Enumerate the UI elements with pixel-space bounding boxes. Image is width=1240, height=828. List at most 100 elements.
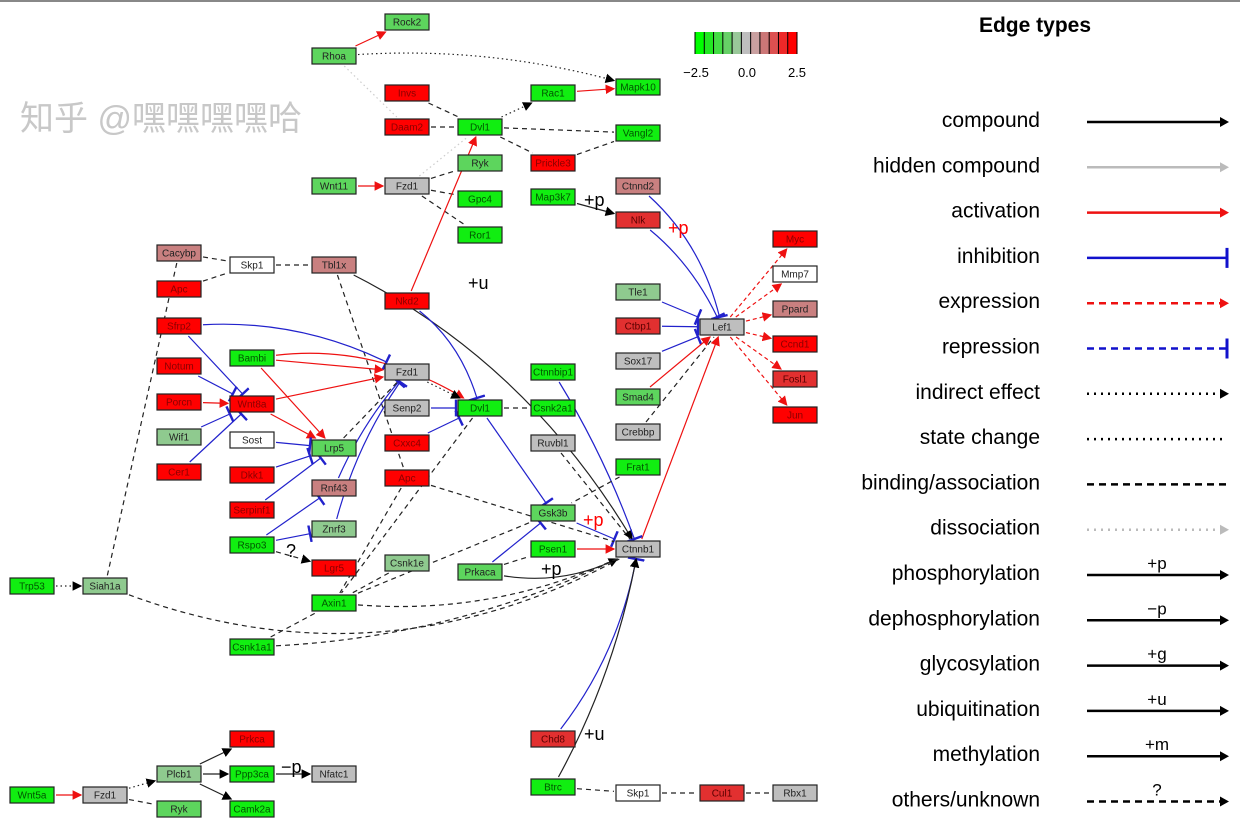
gene-node-label: Porcn — [166, 398, 192, 409]
gene-node[interactable]: Skp1 — [615, 784, 661, 802]
gene-node[interactable]: Wnt8a — [229, 395, 275, 413]
gene-node[interactable]: Mmp7 — [772, 265, 818, 283]
edge-activation — [202, 398, 230, 408]
gene-node[interactable]: Prickle3 — [530, 154, 576, 172]
gene-node[interactable]: Cacybp — [156, 244, 202, 262]
gene-node[interactable]: Tle1 — [615, 283, 661, 301]
gene-node[interactable]: Btrc — [530, 778, 576, 796]
edge-compound — [557, 557, 640, 778]
gene-node[interactable]: Ctbp1 — [615, 317, 661, 335]
gene-node[interactable]: Jun — [772, 406, 818, 424]
gene-node[interactable]: Cxxc4 — [384, 434, 430, 452]
gene-node[interactable]: Fzd1 — [82, 786, 128, 804]
gene-node[interactable]: Smad4 — [615, 388, 661, 406]
gene-node[interactable]: Fosl1 — [772, 370, 818, 388]
gene-node[interactable]: Mapk10 — [615, 78, 661, 96]
gene-node[interactable]: Sfrp2 — [156, 317, 202, 335]
gene-node[interactable]: Ryk — [156, 800, 202, 818]
gene-node[interactable]: Dkk1 — [229, 466, 275, 484]
gene-node[interactable]: Ror1 — [457, 226, 503, 244]
gene-node[interactable]: Crebbp — [615, 423, 661, 441]
gene-node[interactable]: Invs — [384, 84, 430, 102]
gene-node[interactable]: Nfatc1 — [311, 765, 357, 783]
gene-node[interactable]: Fzd1 — [384, 177, 430, 195]
gene-node[interactable]: Sost — [229, 431, 275, 449]
gene-node[interactable]: Senp2 — [384, 399, 430, 417]
gene-node[interactable]: Notum — [156, 357, 202, 375]
gene-node[interactable]: Fzd1 — [384, 363, 430, 381]
gene-node[interactable]: Rbx1 — [772, 784, 818, 802]
gene-node[interactable]: Tbl1x — [311, 256, 357, 274]
gene-node[interactable]: Psen1 — [530, 540, 576, 558]
gene-node[interactable]: Prkca — [229, 730, 275, 748]
gene-node-box — [772, 335, 818, 353]
gene-node[interactable]: Nlk — [615, 211, 661, 229]
gene-node[interactable]: Ppp3ca — [229, 765, 275, 783]
gene-node[interactable]: Ccnd1 — [772, 335, 818, 353]
gene-node-label: Dvl1 — [470, 404, 490, 415]
gene-node[interactable]: Dvl1 — [457, 399, 503, 417]
gene-node[interactable]: Axin1 — [311, 594, 357, 612]
gene-node[interactable]: Nkd2 — [384, 292, 430, 310]
gene-node[interactable]: Apc — [384, 469, 430, 487]
gene-node[interactable]: Csnk1a1 — [229, 638, 275, 656]
gene-node[interactable]: Cul1 — [699, 784, 745, 802]
edge-binding — [430, 169, 457, 180]
legend-label: glycosylation — [920, 653, 1040, 676]
node-layer: Rock2 Rhoa Invs Daam2 Dvl1 Rac1 Mapk10 Vangl2 Pr… — [9, 13, 818, 818]
gene-node[interactable]: Ctnnd2 — [615, 177, 661, 195]
gene-node[interactable]: Camk2a — [229, 800, 275, 818]
gene-node[interactable]: Rock2 — [384, 13, 430, 31]
gene-node[interactable]: Frat1 — [615, 458, 661, 476]
edge-inhibition — [491, 515, 547, 563]
gene-node[interactable]: Daam2 — [384, 118, 430, 136]
gene-node[interactable]: Skp1 — [229, 256, 275, 274]
gene-node[interactable]: Lef1 — [699, 318, 745, 336]
gene-node[interactable]: Rhoa — [311, 47, 357, 65]
scale-swatch — [695, 32, 705, 54]
gene-node[interactable]: Wif1 — [156, 428, 202, 446]
gene-node[interactable]: Rspo3 — [229, 536, 275, 554]
edge-compound — [199, 783, 233, 800]
gene-node[interactable]: Vangl2 — [615, 124, 661, 142]
gene-node[interactable]: Myc — [772, 230, 818, 248]
gene-node-label: Trp53 — [19, 582, 45, 593]
gene-node[interactable]: Siah1a — [82, 577, 128, 595]
edge-binding — [339, 487, 402, 594]
gene-node[interactable]: Ctnnb1 — [615, 540, 661, 558]
gene-node[interactable]: Prkaca — [457, 563, 503, 581]
gene-node[interactable]: Wnt11 — [311, 177, 357, 195]
gene-node[interactable]: Znrf3 — [311, 520, 357, 538]
gene-node-box — [229, 501, 275, 519]
gene-node[interactable]: Ppard — [772, 300, 818, 318]
gene-node[interactable]: Lgr5 — [311, 559, 357, 577]
gene-node[interactable]: Dvl1 — [457, 118, 503, 136]
gene-node[interactable]: Bambi — [229, 349, 275, 367]
legend-mark: −p — [1147, 599, 1166, 618]
gene-node[interactable]: Csnk1e — [384, 554, 430, 572]
gene-node[interactable]: Wnt5a — [9, 786, 55, 804]
gene-node[interactable]: Plcb1 — [156, 765, 202, 783]
gene-node[interactable]: Ruvbl1 — [530, 434, 576, 452]
gene-node[interactable]: Cer1 — [156, 463, 202, 481]
gene-node[interactable]: Lrp5 — [311, 439, 357, 457]
gene-node[interactable]: Ryk — [457, 154, 503, 172]
gene-node[interactable]: Csnk2a1 — [530, 399, 576, 417]
gene-node[interactable]: Trp53 — [9, 577, 55, 595]
gene-node[interactable]: Porcn — [156, 393, 202, 411]
gene-node[interactable]: Sox17 — [615, 352, 661, 370]
gene-node[interactable]: Gpc4 — [457, 190, 503, 208]
gene-node-box — [530, 188, 576, 206]
gene-node[interactable]: Map3k7 — [530, 188, 576, 206]
gene-node[interactable]: Rnf43 — [311, 479, 357, 497]
edge-inhibition — [275, 447, 314, 468]
gene-node[interactable]: Apc — [156, 280, 202, 298]
gene-node[interactable]: Rac1 — [530, 84, 576, 102]
gene-node-box — [156, 463, 202, 481]
gene-node[interactable]: Serpinf1 — [229, 501, 275, 519]
gene-node[interactable]: Chd8 — [530, 730, 576, 748]
gene-node-label: Sox17 — [624, 357, 653, 368]
edge-label: +u — [584, 724, 605, 744]
gene-node[interactable]: Gsk3b — [530, 504, 576, 522]
gene-node[interactable]: Ctnnbip1 — [530, 363, 576, 381]
